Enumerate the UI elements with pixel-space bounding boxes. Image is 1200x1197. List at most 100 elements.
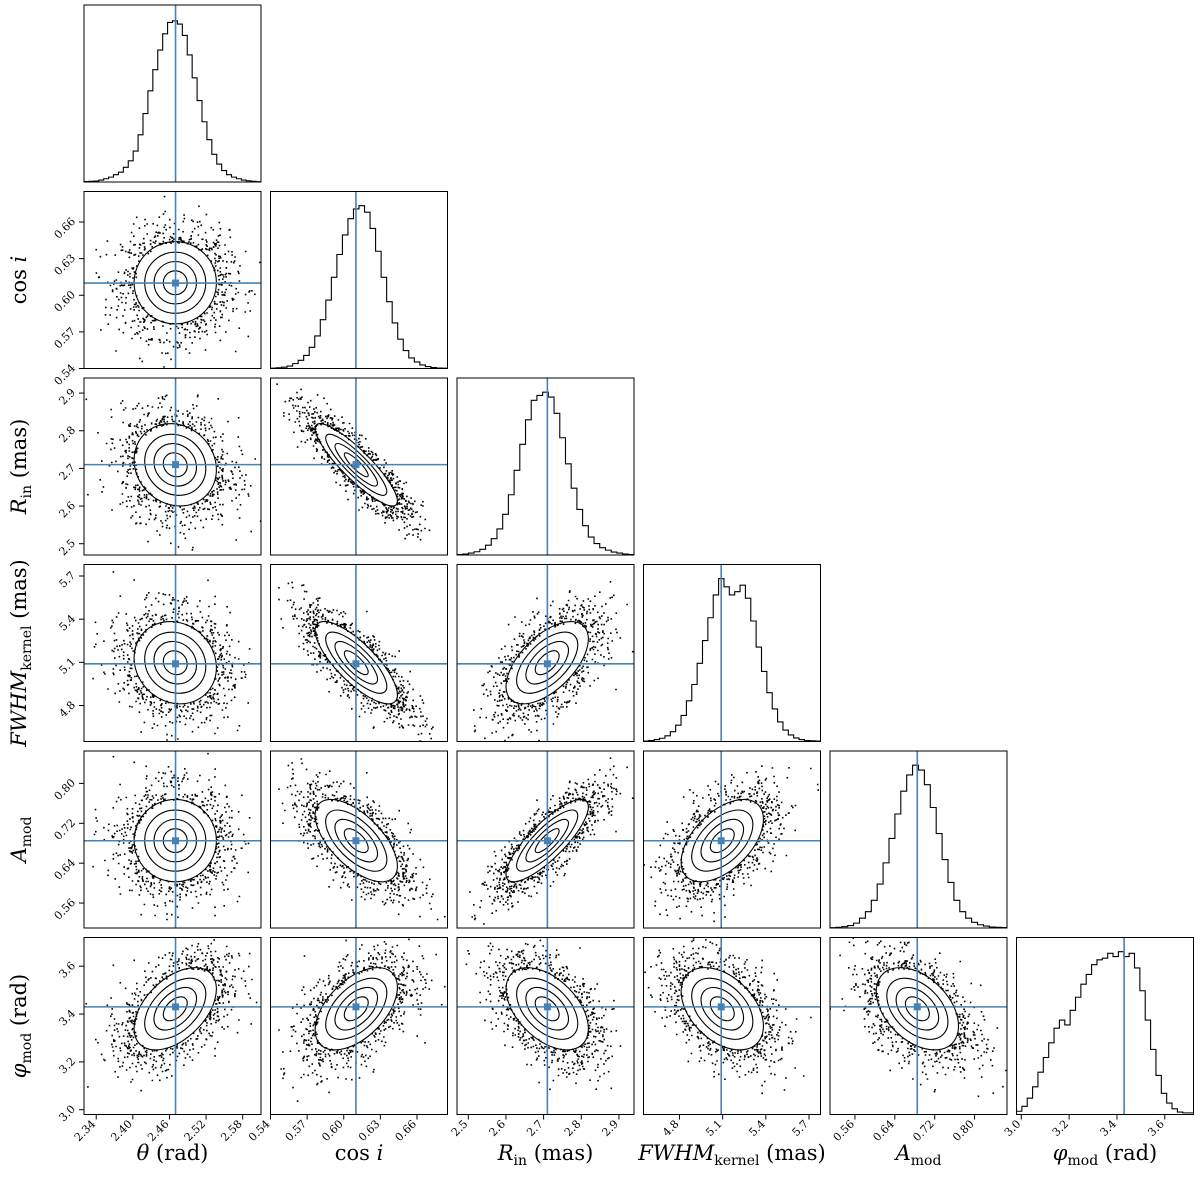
density-contour-1 — [314, 621, 398, 705]
density-contour-1 — [875, 967, 960, 1051]
density-contour-1 — [133, 967, 217, 1051]
density-contour-2 — [516, 631, 579, 694]
x-tick-label: 2.6 — [487, 1117, 509, 1139]
density-contour-2 — [516, 809, 579, 872]
panel-frame — [829, 937, 1008, 1115]
x-tick-label: 2.7 — [524, 1117, 546, 1139]
x-tick-label: 0.72 — [910, 1117, 937, 1144]
density-contour-1 — [505, 621, 589, 705]
y-tick-label: 2.8 — [57, 424, 79, 446]
x-tick-label: 2.52 — [182, 1117, 209, 1144]
panel-frame — [643, 564, 821, 742]
y-tick-label: 2.5 — [57, 537, 79, 559]
y-axis-label-Rin: Rin (mas) — [7, 419, 35, 516]
y-tick-label: 0.64 — [52, 856, 79, 883]
y-axis-label-amod: Amod — [7, 817, 35, 865]
y-tick-label: 0.54 — [52, 361, 79, 388]
x-axis-label-fwhm: FWHMkernel (mas) — [637, 1141, 826, 1169]
x-tick-label: 0.60 — [319, 1117, 346, 1144]
density-contour-3 — [153, 443, 198, 487]
density-contour-2 — [325, 809, 388, 872]
panel-frame — [829, 750, 1008, 929]
density-contour-1 — [314, 423, 398, 507]
density-contour-2 — [691, 977, 754, 1040]
panel-theta-vs-theta — [83, 4, 262, 183]
density-contour-1 — [133, 621, 217, 705]
density-contour-2 — [144, 631, 207, 694]
x-axis-label-phimod: φmod (rad) — [1053, 1141, 1157, 1169]
panel-amod-vs-amod — [829, 750, 1008, 929]
y-tick-label: 2.9 — [57, 386, 79, 408]
panel-cosi-vs-cosi — [270, 191, 448, 369]
y-tick-label: 0.80 — [52, 776, 79, 803]
panel-Rin-vs-theta: 2.5 2.6 2.7 2.8 2.9 — [57, 377, 262, 559]
density-contour-3 — [700, 986, 745, 1031]
truth-point — [717, 837, 725, 845]
density-contour-3 — [525, 818, 569, 863]
density-contour-4 — [343, 828, 369, 854]
scatter-points — [84, 195, 261, 368]
panel-frame — [643, 937, 821, 1115]
scatter-points — [643, 765, 819, 923]
density-contour-2 — [325, 977, 388, 1040]
truth-point — [172, 660, 180, 668]
x-tick-label: 0.54 — [246, 1117, 273, 1144]
panel-frame — [270, 377, 448, 556]
y-tick-label: 0.66 — [52, 215, 79, 242]
density-contour-4 — [534, 650, 560, 676]
x-tick-label: 0.80 — [950, 1117, 977, 1144]
histogram-phimod — [1016, 951, 1194, 1115]
panel-phimod-vs-amod: 0.56 0.64 0.72 0.80 — [829, 937, 1008, 1144]
y-axis-label-phimod: φmod (rad) — [7, 974, 35, 1078]
panel-amod-vs-theta: 0.56 0.64 0.72 0.80 — [52, 750, 262, 929]
histogram-fwhm — [643, 578, 821, 742]
density-contour-2 — [144, 433, 207, 496]
y-tick-label: 5.1 — [57, 655, 79, 677]
y-axis-label-fwhm: FWHMkernel (mas) — [7, 559, 35, 748]
panel-frame — [643, 750, 821, 929]
truth-point — [717, 1003, 725, 1011]
panel-frame — [270, 564, 448, 742]
y-tick-label: 3.2 — [57, 1055, 79, 1077]
truth-point — [172, 837, 180, 845]
y-tick-label: 0.60 — [52, 288, 79, 315]
truth-point — [352, 660, 360, 668]
x-tick-label: 4.8 — [660, 1117, 682, 1139]
density-contour-4 — [162, 452, 188, 478]
x-tick-label: 3.4 — [1098, 1117, 1120, 1139]
density-contour-3 — [895, 986, 940, 1031]
x-tick-label: 3.0 — [1002, 1117, 1024, 1139]
density-contour-4 — [343, 650, 369, 676]
density-contour-4 — [162, 996, 188, 1022]
scatter-points — [276, 383, 431, 541]
x-tick-label: 2.46 — [145, 1117, 172, 1144]
scatter-points — [278, 937, 446, 1102]
x-axis-label-Rin: Rin (mas) — [497, 1141, 594, 1169]
panel-amod-vs-cosi — [270, 750, 448, 929]
y-tick-label: 3.4 — [57, 1007, 79, 1029]
y-tick-label: 5.4 — [57, 612, 79, 634]
panel-fwhm-vs-Rin — [456, 564, 635, 742]
y-tick-label: 0.56 — [52, 896, 79, 923]
panel-frame — [83, 191, 262, 369]
histogram-Rin — [457, 391, 634, 555]
x-tick-label: 0.66 — [393, 1117, 420, 1144]
panel-frame — [1016, 937, 1194, 1115]
panel-phimod-vs-phimod: 3.0 3.2 3.4 3.6 — [1002, 937, 1194, 1139]
x-tick-label: 2.8 — [562, 1117, 584, 1139]
x-tick-label: 3.6 — [1145, 1117, 1167, 1139]
density-contour-3 — [700, 818, 745, 863]
density-contour-2 — [516, 977, 579, 1040]
density-contour-2 — [325, 631, 388, 694]
panel-Rin-vs-cosi — [270, 377, 448, 556]
panel-frame — [270, 191, 448, 369]
panel-phimod-vs-cosi: 0.54 0.57 0.60 0.63 0.66 — [246, 937, 448, 1144]
scatter-points — [85, 937, 258, 1092]
density-contour-1 — [505, 967, 589, 1051]
x-axis-label-amod: Amod — [894, 1141, 942, 1169]
x-tick-label: 0.63 — [356, 1117, 383, 1144]
density-contour-1 — [505, 798, 589, 883]
y-tick-label: 0.63 — [52, 252, 79, 279]
y-tick-label: 3.0 — [57, 1103, 79, 1125]
